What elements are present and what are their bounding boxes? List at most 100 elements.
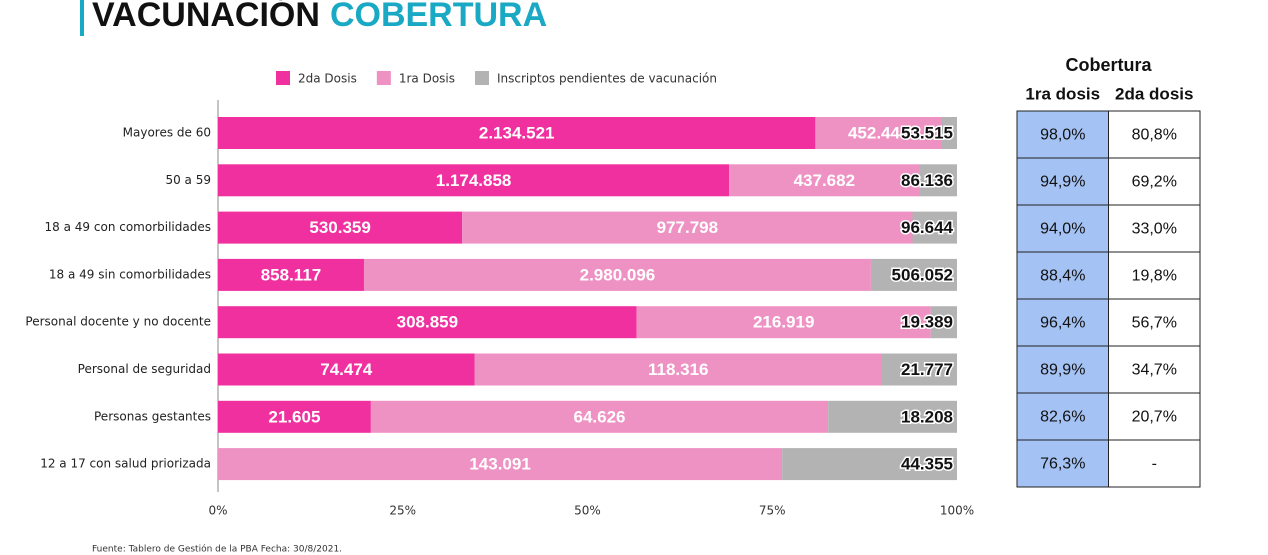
table-cell: [1108, 345, 1201, 394]
bar-segment: [370, 400, 829, 433]
table-cell: [1108, 251, 1201, 300]
title-accent-bar: [80, 0, 84, 36]
data-label: 1.174.858: [436, 171, 512, 190]
data-label: 977.798: [657, 218, 718, 237]
table-cell-text: 98,0%: [1040, 127, 1085, 144]
bar-segment: [218, 306, 637, 339]
bar-segment: [729, 164, 920, 197]
bar-segment: [636, 306, 931, 339]
bar-segment: [815, 117, 943, 149]
table-cell-text: 88,4%: [1040, 268, 1085, 285]
data-label: 118.316: [648, 360, 709, 379]
coverage-table: Cobertura 1ra dosis 2da dosis 98,0% 80,8% 94,…: [1016, 55, 1201, 488]
data-label: 19.389: [901, 313, 953, 332]
data-label: 18.208: [901, 407, 953, 426]
y-tick-label: 18 a 49 sin comorbilidades: [49, 267, 211, 281]
title-main: VACUNACIÓN: [92, 0, 320, 34]
y-tick-label: Personal docente y no docente: [25, 315, 211, 329]
table-cell-text: 34,7%: [1132, 362, 1177, 379]
legend-label: 1ra Dosis: [399, 72, 455, 86]
legend-swatch: [475, 71, 489, 85]
table-cell: [1108, 392, 1201, 441]
bar-segment: [930, 306, 957, 339]
bar-segment: [919, 164, 957, 197]
table-cell: [1016, 345, 1109, 394]
data-label: 308.859: [397, 313, 458, 332]
data-label: 858.117: [261, 265, 322, 284]
x-tick-label: 100%: [940, 504, 974, 518]
y-tick-label: 18 a 49 con comorbilidades: [45, 220, 211, 234]
bar-segment: [218, 117, 816, 149]
data-label: 74.474: [320, 360, 373, 379]
data-label: 216.919: [753, 313, 814, 332]
bar-segment: [218, 448, 783, 481]
data-label: 21.605: [268, 407, 320, 426]
title-accent: COBERTURA: [330, 0, 547, 34]
table-title: Cobertura: [1065, 55, 1152, 75]
data-label: 143.091: [469, 455, 530, 474]
table-cell-text: -: [1152, 456, 1157, 473]
bar-segment: [828, 400, 957, 433]
bar-segment: [942, 117, 957, 149]
data-label: 64.626: [574, 407, 626, 426]
table-cell: [1016, 298, 1109, 347]
legend-label: 2da Dosis: [298, 72, 357, 86]
bar-segment: [462, 211, 913, 244]
bar-segment: [782, 448, 957, 481]
legend-swatch: [376, 71, 391, 85]
table-cell-text: 69,2%: [1132, 174, 1177, 191]
data-label: 2.134.521: [479, 123, 555, 142]
data-label: 2.980.096: [580, 265, 656, 284]
data-label: 530.359: [309, 218, 370, 237]
bar-segment: [474, 353, 882, 386]
data-label: 44.355: [901, 455, 953, 474]
data-label: 452.447: [848, 123, 909, 142]
y-tick-label: Mayores de 60: [123, 126, 211, 140]
bar-segment: [912, 211, 957, 244]
table-column-header: 1ra dosis: [1025, 84, 1100, 103]
x-tick-label: 0%: [208, 504, 227, 518]
legend-label: Inscriptos pendientes de vacunación: [497, 72, 717, 86]
data-label: 437.682: [794, 171, 855, 190]
table-cell-text: 96,4%: [1040, 315, 1085, 332]
table-cell: [1108, 298, 1201, 347]
table-cell: [1108, 204, 1201, 253]
table-cell: [1016, 439, 1109, 488]
table-cell-text: 20,7%: [1132, 409, 1177, 426]
table-cell: [1108, 110, 1201, 159]
bar-segment: [881, 353, 957, 386]
x-tick-label: 50%: [574, 504, 601, 518]
title: VACUNACIÓN COBERTURA: [92, 0, 547, 34]
data-label: 21.777: [901, 360, 953, 379]
data-label: 53.515: [901, 123, 953, 142]
table-cell-text: 80,8%: [1132, 127, 1177, 144]
footnote: Fuente: Tablero de Gestión de la PBA Fec…: [92, 544, 342, 555]
table-cell: [1016, 392, 1109, 441]
table-cell-text: 94,9%: [1040, 174, 1085, 191]
bar-segment: [218, 400, 371, 433]
table-cell-text: 19,8%: [1132, 268, 1177, 285]
data-label: 96.644: [901, 218, 954, 237]
data-label: 86.136: [901, 171, 953, 190]
table-cell-text: 56,7%: [1132, 315, 1177, 332]
bar-segment: [218, 353, 475, 386]
y-tick-label: 50 a 59: [165, 173, 211, 187]
y-tick-label: Personal de seguridad: [78, 362, 211, 376]
bar-segment: [363, 258, 871, 291]
table-cell-text: 89,9%: [1040, 362, 1085, 379]
legend-swatch: [276, 71, 290, 85]
bar-segment: [218, 258, 364, 291]
table-cell-text: 33,0%: [1132, 221, 1177, 238]
table-cell: [1108, 439, 1201, 488]
table-cell-text: 82,6%: [1040, 409, 1085, 426]
y-tick-label: Personas gestantes: [94, 409, 211, 423]
bar-segment: [218, 211, 463, 244]
table-column-header: 2da dosis: [1115, 84, 1193, 103]
table-cell: [1108, 157, 1201, 206]
bar-segment: [218, 164, 730, 197]
bar-segment: [870, 258, 957, 291]
data-label: 506.052: [892, 265, 953, 284]
table-cell-text: 94,0%: [1040, 221, 1085, 238]
y-tick-label: 12 a 17 con salud priorizada: [40, 457, 211, 471]
